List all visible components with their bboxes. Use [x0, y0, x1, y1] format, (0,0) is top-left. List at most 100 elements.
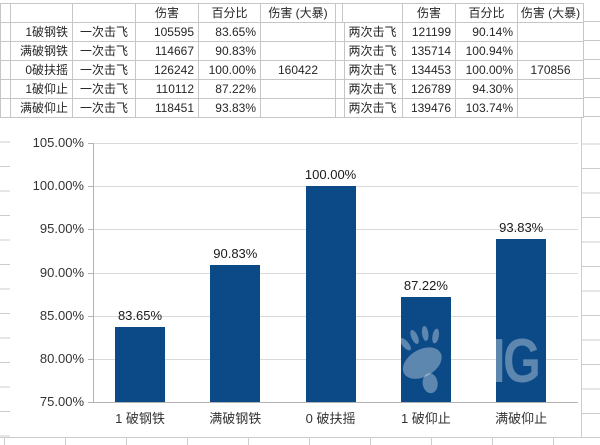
table-cell[interactable]: 114667: [136, 42, 199, 61]
y-axis-label: 80.00%: [39, 350, 84, 366]
y-axis-label: 90.00%: [39, 264, 84, 280]
y-axis-tick: [88, 272, 93, 274]
table-cell[interactable]: 126789: [403, 80, 456, 99]
x-axis-line: [93, 402, 578, 403]
table-cell[interactable]: 一次击飞: [73, 99, 136, 118]
bar-0 破扶摇[interactable]: [305, 186, 356, 402]
bar-value-label: 100.00%: [304, 167, 357, 183]
x-axis-label: 满破仰止: [495, 411, 548, 426]
table-cell[interactable]: 105595: [136, 23, 199, 42]
y-axis-tick: [88, 186, 93, 188]
table-header-cell[interactable]: [11, 4, 73, 23]
table-cell[interactable]: 两次击飞: [343, 23, 403, 42]
table-cell[interactable]: [336, 99, 345, 118]
table-cell[interactable]: [518, 80, 584, 99]
y-axis-line: [93, 143, 94, 403]
table-cell[interactable]: [1, 42, 11, 61]
bar-value-label: 83.65%: [117, 308, 163, 324]
table-cell[interactable]: 126242: [136, 61, 199, 80]
table-cell[interactable]: [336, 61, 345, 80]
table-header-cell[interactable]: [343, 4, 403, 23]
y-axis-tick: [88, 402, 93, 403]
y-axis-label: 95.00%: [39, 221, 84, 237]
table-cell[interactable]: 90.14%: [456, 23, 518, 42]
y-axis-label: 105.00%: [32, 135, 84, 150]
table-header-cell[interactable]: [336, 4, 343, 23]
table-cell[interactable]: 两次击飞: [343, 80, 403, 99]
bar-value-label: 87.22%: [403, 277, 448, 293]
table-header-cell[interactable]: [1, 4, 11, 23]
table-cell[interactable]: 87.22%: [199, 80, 261, 99]
grid-bottom-line: [0, 437, 600, 438]
table-cell[interactable]: 一次击飞: [73, 42, 136, 61]
x-axis-label: 满破钢铁: [209, 411, 262, 426]
table-cell[interactable]: 93.83%: [199, 99, 261, 118]
table-cell[interactable]: 139476: [403, 99, 456, 118]
table-cell[interactable]: 1破钢铁: [11, 23, 73, 42]
table-header-cell[interactable]: 伤害 (大暴): [261, 4, 336, 23]
table-cell[interactable]: 满破钢铁: [11, 42, 73, 61]
paw-icon: [400, 325, 442, 394]
table-cell[interactable]: [336, 42, 345, 61]
grid-right-edge-top: [582, 3, 600, 118]
grid-left-edge: [0, 118, 10, 437]
table-header-cell[interactable]: 伤害: [403, 4, 456, 23]
table-cell[interactable]: 100.94%: [456, 42, 518, 61]
y-axis-tick: [88, 358, 93, 360]
table-cell[interactable]: 170856: [518, 61, 584, 80]
watermark: IG: [396, 324, 566, 398]
table-cell[interactable]: 两次击飞: [343, 99, 403, 118]
bar-满破钢铁[interactable]: [210, 265, 261, 402]
table-cell[interactable]: [1, 61, 11, 80]
table-cell[interactable]: [261, 23, 336, 42]
bar-value-label: 93.83%: [499, 220, 544, 236]
table-cell[interactable]: 两次击飞: [343, 42, 403, 61]
table-cell[interactable]: 160422: [261, 61, 336, 80]
table-cell[interactable]: 121199: [403, 23, 456, 42]
table-header-cell[interactable]: 伤害: [136, 4, 199, 23]
table-cell[interactable]: [1, 23, 11, 42]
chart-gridline: [93, 143, 578, 144]
table-cell[interactable]: 1破仰止: [11, 80, 73, 99]
table-cell[interactable]: 103.74%: [456, 99, 518, 118]
table-cell[interactable]: 94.30%: [456, 80, 518, 99]
damage-table: 伤害 百分比 伤害 (大暴) 伤害 百分比 伤害 (大暴) 1破钢铁 一次击飞 105595 83…: [0, 3, 584, 118]
table-cell[interactable]: 一次击飞: [73, 23, 136, 42]
table-cell[interactable]: [518, 23, 584, 42]
table-header-cell[interactable]: 百分比: [199, 4, 261, 23]
table-cell[interactable]: [1, 80, 11, 99]
table-cell[interactable]: 100.00%: [199, 61, 261, 80]
table-header-cell[interactable]: 伤害 (大暴): [518, 4, 584, 23]
table-cell[interactable]: 100.00%: [456, 61, 518, 80]
table-cell[interactable]: [336, 80, 345, 99]
x-axis-label: 0 破扶摇: [305, 411, 356, 426]
table-cell[interactable]: 118451: [136, 99, 199, 118]
bar-1 破钢铁[interactable]: [115, 327, 165, 402]
table-cell[interactable]: 0破扶摇: [11, 61, 73, 80]
table-cell[interactable]: 一次击飞: [73, 80, 136, 99]
table-cell[interactable]: 90.83%: [199, 42, 261, 61]
x-axis-label: 1 破钢铁: [115, 411, 165, 426]
table-cell[interactable]: [518, 99, 584, 118]
bar-value-label: 90.83%: [213, 246, 258, 262]
table-cell[interactable]: [336, 23, 345, 42]
table-cell[interactable]: [1, 99, 11, 118]
y-axis-label: 75.00%: [39, 394, 84, 409]
table-header-cell[interactable]: [73, 4, 136, 23]
table-cell[interactable]: 110112: [136, 80, 199, 99]
table-cell[interactable]: 135714: [403, 42, 456, 61]
table-cell[interactable]: [518, 42, 584, 61]
table-cell[interactable]: 83.65%: [199, 23, 261, 42]
bar-满破仰止[interactable]: [496, 239, 547, 402]
table-cell[interactable]: 134453: [403, 61, 456, 80]
table-cell[interactable]: 满破仰止: [11, 99, 73, 118]
table-cell[interactable]: 两次击飞: [343, 61, 403, 80]
table-cell[interactable]: 一次击飞: [73, 61, 136, 80]
table-cell[interactable]: [261, 80, 336, 99]
table-header-cell[interactable]: 百分比: [456, 4, 518, 23]
bar-1 破仰止[interactable]: [400, 296, 451, 402]
table-cell[interactable]: [261, 99, 336, 118]
table-cell[interactable]: [261, 42, 336, 61]
